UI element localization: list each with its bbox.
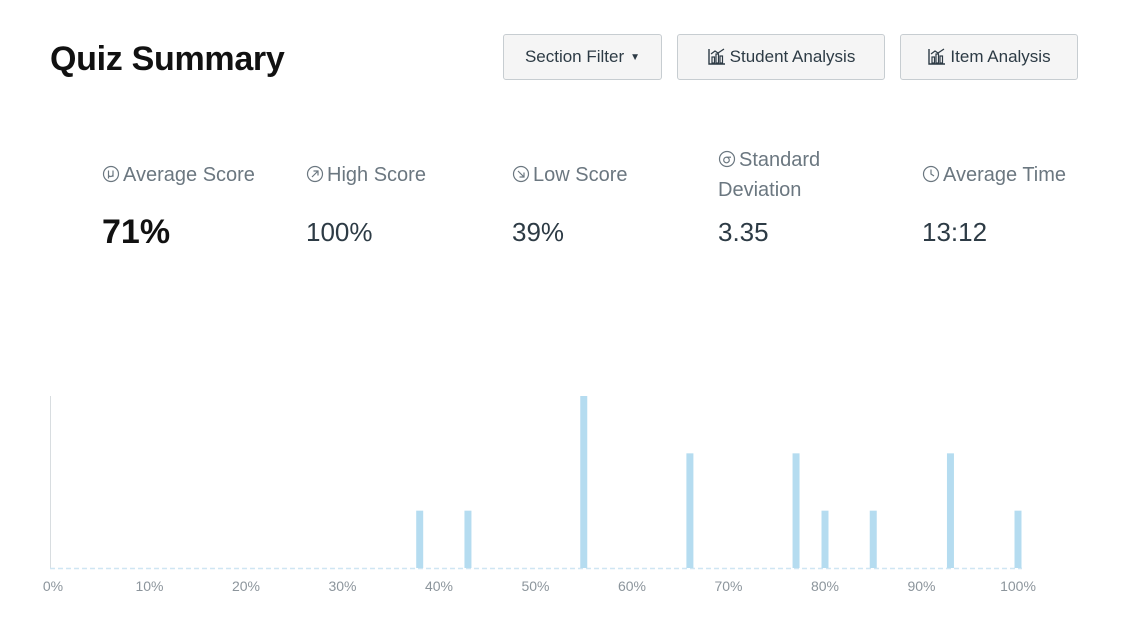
chart-bar [792,453,800,568]
arrow-down-right-icon [512,165,530,183]
chart-bar [416,510,424,568]
section-filter-label: Section Filter [524,47,625,66]
item-analysis-label: Item Analysis [950,47,1051,66]
page-title: Quiz Summary [50,40,285,78]
stat-low-score: Low Score 39% [512,145,628,247]
stat-label: High Score [327,164,426,186]
sigma-icon [718,150,736,168]
stat-label-line1: Standard [739,149,821,171]
stats-panel: Average Score 71% High Score 100% Low Sc… [0,145,1128,255]
stat-value: 13:12 [922,217,988,247]
item-analysis-button[interactable]: Item Analysis [900,34,1078,80]
x-tick-label: 0% [43,578,63,594]
stat-label: Average Time [943,164,1067,186]
chart-bar [686,453,694,568]
mu-icon [102,165,120,183]
arrow-up-right-icon [306,165,324,183]
chart-bar [869,510,877,568]
chart-bar [1014,510,1022,568]
x-tick-label: 40% [425,578,453,594]
caret-down-icon: ▼ [630,51,641,63]
chart-bar [464,510,472,568]
x-tick-label: 100% [1000,578,1036,594]
stat-value: 100% [306,217,373,247]
stat-high-score: High Score 100% [306,145,426,247]
bar-chart-icon [707,48,725,65]
stat-standard-deviation: Standard Deviation 3.35 [718,145,821,247]
section-filter-button[interactable]: Section Filter ▼ [503,34,662,80]
stat-label: Average Score [123,164,255,186]
chart-bar [821,510,829,568]
score-distribution-chart: 0% 10% 20% 30% 40% 50% 60% 70% 80% 90% 100% [0,380,1128,629]
stat-label: Low Score [533,164,628,186]
x-tick-label: 10% [135,578,163,594]
stat-value: 39% [512,217,565,247]
stat-value: 71% [102,213,171,251]
score-distribution-svg: 0% 10% 20% 30% 40% 50% 60% 70% 80% 90% 100% [43,396,1036,594]
x-tick-label: 50% [521,578,549,594]
student-analysis-label: Student Analysis [729,47,856,66]
bar-chart-icon [928,48,946,65]
x-tick-label: 20% [232,578,260,594]
x-tick-label: 30% [328,578,356,594]
stat-value: 3.35 [718,217,769,247]
stat-average-score: Average Score 71% [102,145,255,251]
clock-icon [922,165,940,183]
stat-average-time: Average Time 13:12 [922,145,1067,247]
chart-bar [946,453,954,568]
x-tick-label: 70% [714,578,742,594]
x-tick-label: 60% [618,578,646,594]
student-analysis-button[interactable]: Student Analysis [677,34,885,80]
stat-label-line2: Deviation [718,179,802,201]
chart-bar [580,396,588,568]
x-tick-label: 80% [811,578,839,594]
x-tick-label: 90% [907,578,935,594]
